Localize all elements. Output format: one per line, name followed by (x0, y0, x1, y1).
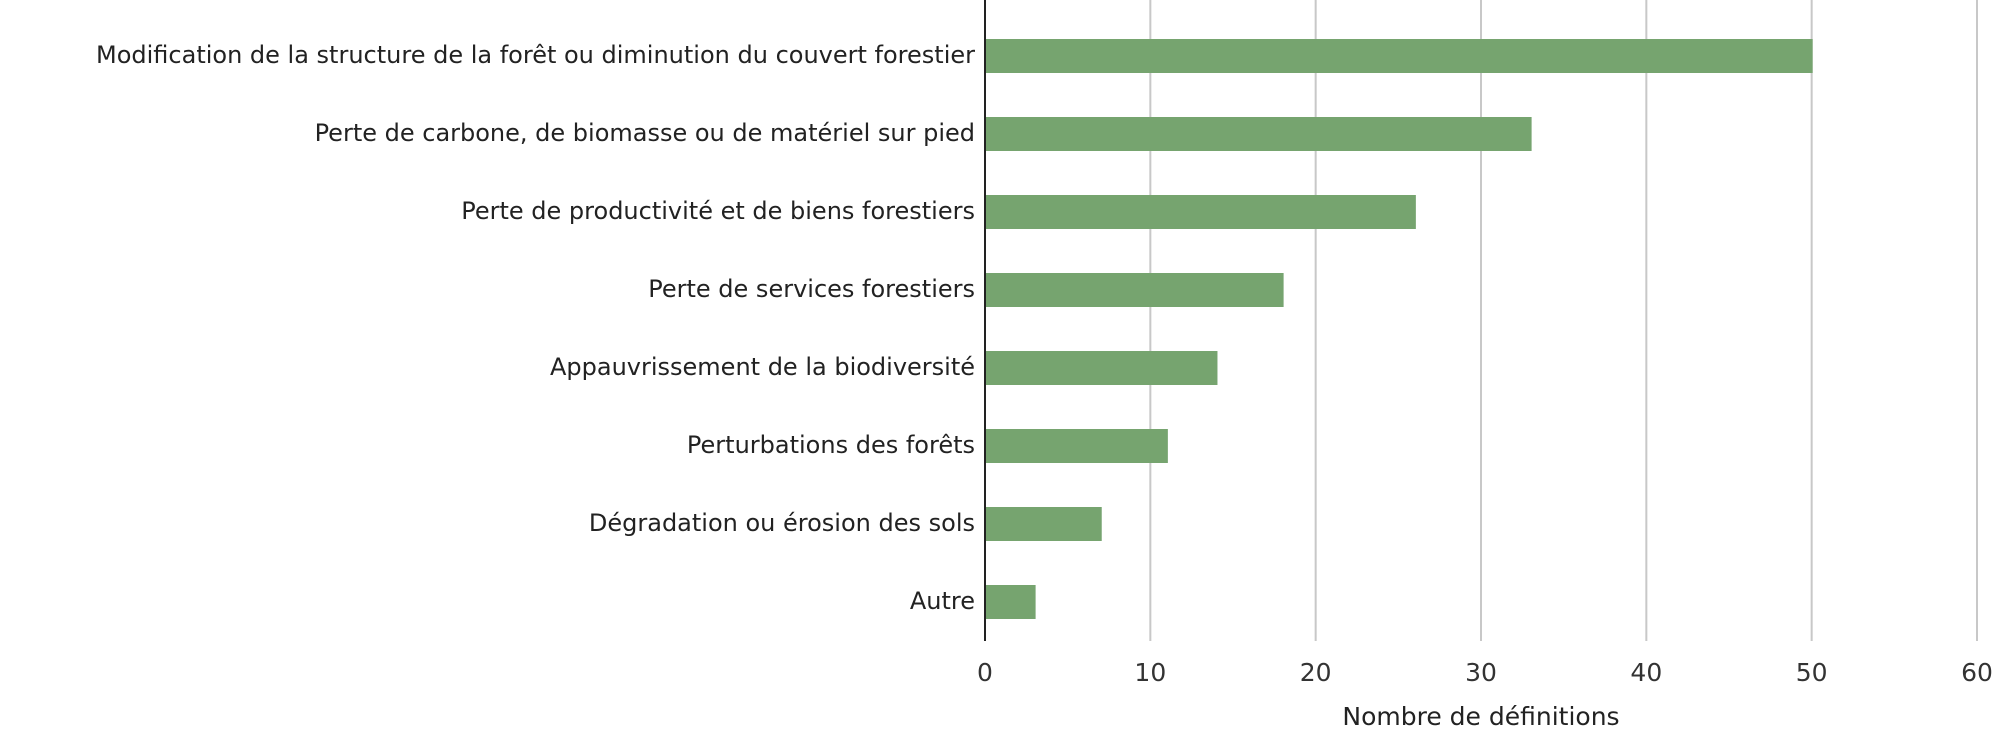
y-tick-label: Dégradation ou érosion des sols (589, 509, 975, 537)
x-tick-label: 10 (1134, 658, 1166, 687)
x-tick-label: 50 (1796, 658, 1828, 687)
y-tick-label: Perte de productivité et de biens forest… (461, 197, 975, 225)
x-tick-label: 60 (1961, 658, 1993, 687)
bar (986, 39, 1813, 73)
x-tick-label: 0 (977, 658, 993, 687)
x-tick-label: 40 (1630, 658, 1662, 687)
bar (986, 585, 1036, 619)
y-tick-label: Perte de services forestiers (648, 275, 975, 303)
x-axis-title: Nombre de définitions (1342, 702, 1619, 731)
bar (986, 117, 1532, 151)
y-tick-label: Autre (910, 587, 975, 615)
bar (986, 273, 1284, 307)
y-tick-label: Perte de carbone, de biomasse ou de maté… (315, 119, 975, 147)
y-tick-label: Perturbations des forêts (687, 431, 975, 459)
x-tick-label: 20 (1300, 658, 1332, 687)
bar (986, 507, 1102, 541)
x-tick-label: 30 (1465, 658, 1497, 687)
bar (986, 351, 1218, 385)
y-tick-label: Appauvrissement de la biodiversité (550, 353, 975, 381)
bar (986, 429, 1168, 463)
bar (986, 195, 1416, 229)
y-tick-label: Modification de la structure de la forêt… (96, 41, 975, 69)
